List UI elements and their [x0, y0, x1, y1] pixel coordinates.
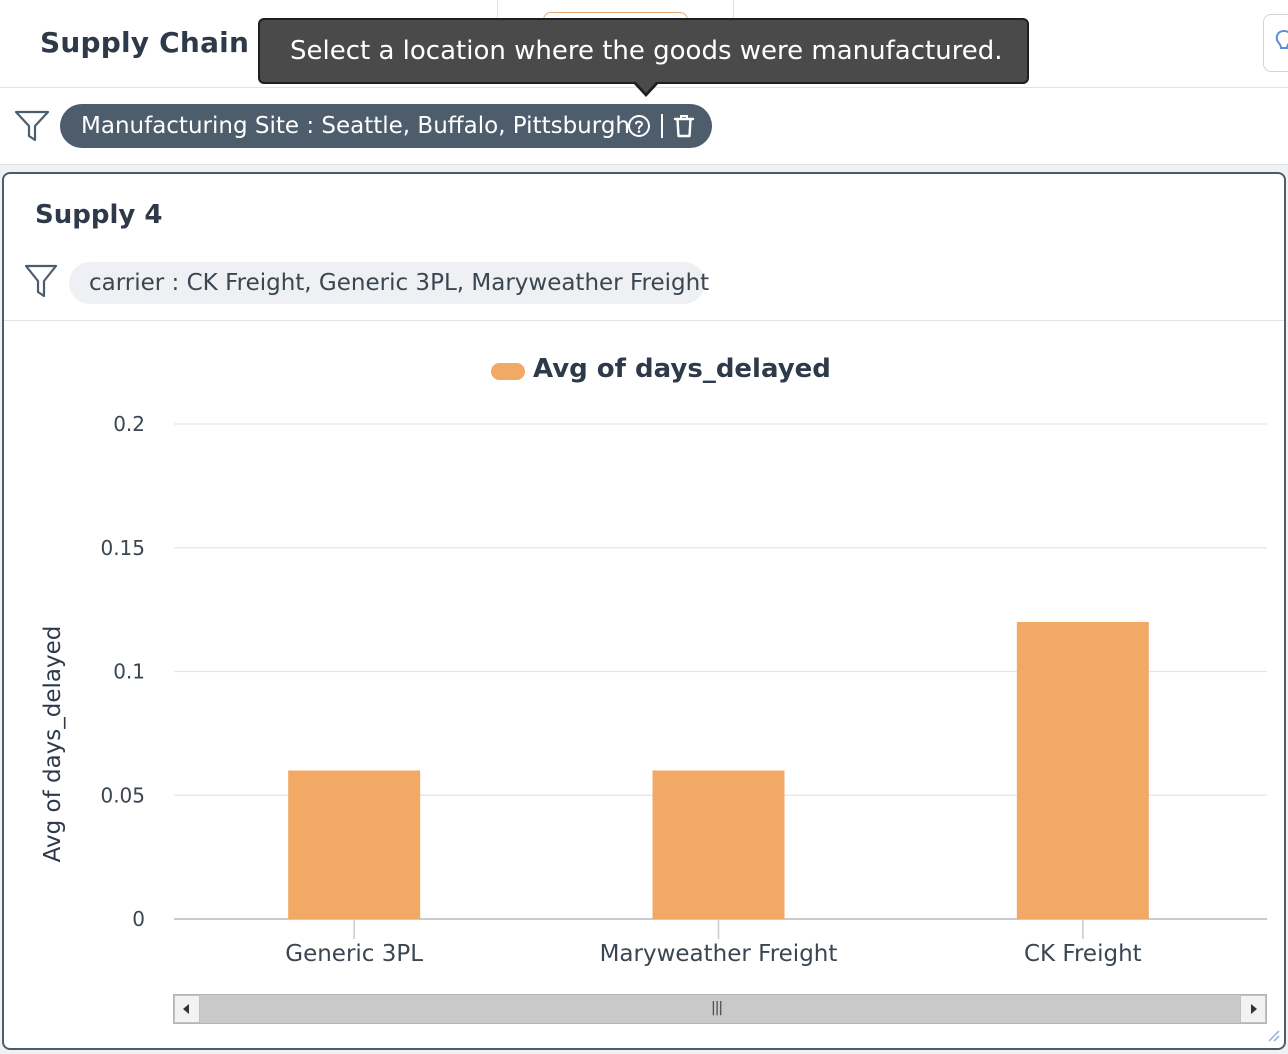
header-divider — [733, 0, 734, 22]
y-tick-label: 0.1 — [113, 660, 145, 684]
scroll-right-button[interactable] — [1240, 995, 1266, 1023]
filter-icon[interactable] — [24, 264, 58, 298]
card-divider — [4, 320, 1284, 321]
help-circle-icon[interactable] — [627, 114, 651, 138]
help-button[interactable] — [1263, 14, 1288, 72]
legend-swatch[interactable] — [491, 363, 525, 380]
y-tick-label: 0.05 — [100, 783, 145, 807]
manufacturing-site-filter-chip[interactable]: Manufacturing Site : Seattle, Buffalo, P… — [60, 104, 712, 148]
y-tick-label: 0.15 — [100, 536, 145, 560]
filter-icon[interactable] — [14, 110, 50, 142]
y-tick-label: 0 — [132, 907, 145, 931]
card-title: Supply 4 — [35, 200, 163, 230]
carrier-filter-chip[interactable]: carrier : CK Freight, Generic 3PL, Maryw… — [69, 262, 709, 304]
filter-chip-label: Manufacturing Site : Seattle, Buffalo, P… — [81, 113, 630, 139]
x-tick-label: CK Freight — [1024, 941, 1142, 967]
trash-icon[interactable] — [673, 114, 695, 138]
bar[interactable] — [1016, 622, 1149, 919]
tooltip: Select a location where the goods were m… — [258, 18, 1029, 97]
global-filter-bar: Manufacturing Site : Seattle, Buffalo, P… — [0, 88, 1288, 165]
bar[interactable] — [652, 770, 785, 920]
filter-chip-label: carrier : CK Freight, Generic 3PL, Maryw… — [89, 270, 710, 296]
header-divider — [497, 0, 498, 22]
legend-label[interactable]: Avg of days_delayed — [533, 354, 831, 384]
tooltip-arrow-inner — [636, 82, 656, 93]
tooltip-text: Select a location where the goods were m… — [290, 36, 1003, 66]
y-axis-label: Avg of days_delayed — [40, 626, 66, 863]
resize-handle-icon[interactable] — [1266, 1028, 1280, 1042]
x-tick-label: Generic 3PL — [285, 941, 423, 967]
lightbulb-icon — [1275, 29, 1288, 49]
chip-separator — [661, 114, 663, 138]
y-tick-label: 0.2 — [113, 412, 145, 436]
app-title: Supply Chain — [40, 26, 250, 59]
supply-chart-card: Supply 4 carrier : CK Freight, Generic 3… — [2, 172, 1286, 1050]
bar-chart: 0 0.05 0.1 0.15 0.2 Generic 3PL Maryweather Fr… — [40, 412, 1267, 967]
scroll-grip-icon[interactable]: ||| — [711, 1000, 723, 1016]
x-tick-label: Maryweather Freight — [600, 941, 838, 967]
bar[interactable] — [288, 770, 421, 920]
scroll-left-button[interactable] — [174, 995, 200, 1023]
horizontal-scrollbar[interactable]: ||| — [173, 994, 1267, 1024]
